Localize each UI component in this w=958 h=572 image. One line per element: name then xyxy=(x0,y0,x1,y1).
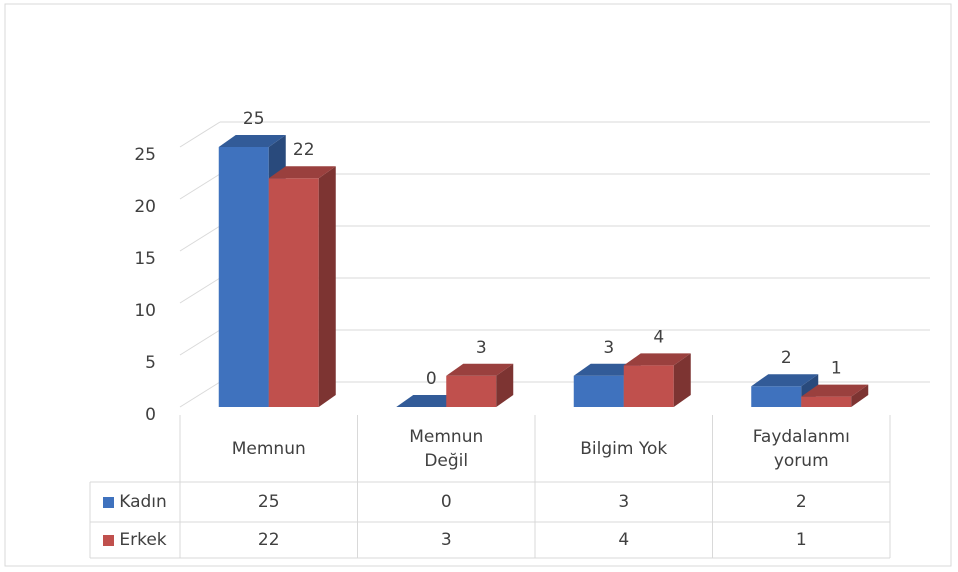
grid-line-side xyxy=(179,381,221,408)
bar-side xyxy=(673,353,691,407)
bar-front xyxy=(573,375,624,407)
data-label: 0 xyxy=(426,369,437,389)
bar-front xyxy=(623,365,674,407)
legend-entry: Kadın xyxy=(90,482,180,522)
chart-border xyxy=(4,3,952,567)
bar-top xyxy=(218,135,286,147)
grid-line-side xyxy=(179,121,221,148)
bar xyxy=(623,353,691,407)
table-value: 4 xyxy=(618,530,630,550)
data-label: 3 xyxy=(603,338,614,358)
y-tick-label: 5 xyxy=(145,353,156,373)
y-tick-label: 20 xyxy=(134,197,156,217)
grid-line-side xyxy=(179,173,221,200)
data-label: 25 xyxy=(243,109,265,129)
bar-front xyxy=(268,178,319,407)
bar-front xyxy=(446,375,497,407)
category-label: Bilgim Yok xyxy=(580,438,668,459)
y-tick-label: 0 xyxy=(145,405,156,425)
bar xyxy=(268,166,336,407)
data-label: 4 xyxy=(653,327,664,347)
bar-front xyxy=(801,396,852,407)
grid-line-side xyxy=(179,277,221,304)
bar-top xyxy=(801,384,869,397)
table-value: 1 xyxy=(795,530,807,550)
table-value: 2 xyxy=(795,492,807,512)
legend-swatch xyxy=(103,496,115,508)
table-value: 0 xyxy=(440,492,452,512)
bar-top xyxy=(623,353,691,366)
legend-entry: Erkek xyxy=(90,522,180,558)
legend-label: Kadın xyxy=(119,492,167,512)
bar-front xyxy=(218,147,269,407)
bar-front xyxy=(751,386,802,407)
bar-top xyxy=(446,363,514,376)
category-label: Faydalanmıyorum xyxy=(752,426,850,471)
y-tick-label: 10 xyxy=(134,301,156,321)
grid-line-side xyxy=(179,225,221,252)
legend-label: Erkek xyxy=(119,530,167,550)
bar xyxy=(801,384,869,407)
bar-side xyxy=(318,166,336,407)
data-label: 1 xyxy=(831,359,842,379)
bar-top xyxy=(268,166,336,179)
table-value: 3 xyxy=(618,492,630,512)
bar-side xyxy=(851,384,869,407)
table-value: 3 xyxy=(440,530,452,550)
bar-top xyxy=(751,374,819,387)
table-value: 22 xyxy=(257,530,280,550)
y-tick-label: 25 xyxy=(134,145,156,165)
grid-line-side xyxy=(179,329,221,356)
bar xyxy=(446,363,514,407)
bar-side xyxy=(496,363,514,407)
legend-swatch xyxy=(103,534,115,546)
category-label: Memnun xyxy=(231,438,306,459)
data-label: 22 xyxy=(293,140,315,160)
category-label: Memnun Değil xyxy=(409,426,484,471)
data-label: 3 xyxy=(476,338,487,358)
table-value: 25 xyxy=(257,492,280,512)
y-tick-label: 15 xyxy=(134,249,156,269)
data-label: 2 xyxy=(781,348,792,368)
